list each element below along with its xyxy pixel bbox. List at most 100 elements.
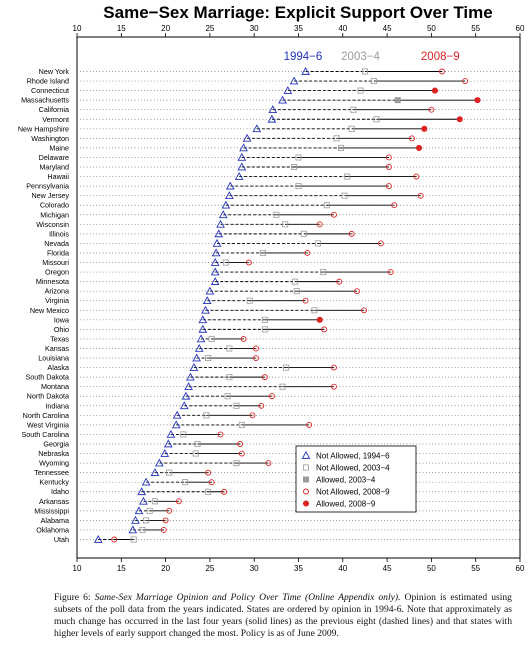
state-label: Hawaii — [47, 172, 69, 181]
marker-1994 — [278, 95, 287, 104]
marker-2008 — [439, 68, 445, 75]
marker-2008 — [462, 78, 469, 85]
state-row: Connecticut — [31, 86, 520, 95]
state-row: Montana — [41, 382, 520, 391]
marker-1994 — [225, 191, 234, 199]
state-row: Arkansas — [39, 496, 520, 506]
state-row: Texas — [50, 334, 520, 343]
figure-caption: Figure 6: Same-Sex Marriage Opinion and … — [54, 592, 512, 640]
marker-2003 — [323, 202, 330, 209]
marker-2008 — [160, 526, 167, 533]
marker-2003 — [208, 335, 215, 342]
bottom-tick-label: 55 — [471, 564, 480, 573]
legend-marker — [302, 476, 309, 483]
period-label: 2003−4 — [341, 51, 380, 63]
chart: Same−Sex Marriage: Explicit Support Over… — [18, 3, 525, 573]
state-row: Nebraska — [38, 449, 520, 458]
marker-1994 — [172, 410, 182, 419]
marker-2008 — [421, 125, 428, 132]
marker-2008 — [377, 240, 384, 247]
marker-2008 — [474, 97, 481, 104]
marker-2003 — [238, 421, 245, 428]
bottom-tick-label: 45 — [383, 564, 392, 573]
marker-2003 — [192, 450, 199, 457]
marker-2008 — [391, 202, 398, 209]
top-tick-label: 45 — [383, 24, 392, 33]
state-row: New Jersey — [31, 191, 520, 200]
marker-2008 — [162, 517, 169, 524]
state-row: Virginia — [45, 296, 520, 305]
state-row: Missouri — [42, 257, 520, 267]
state-row: New Hampshire — [18, 124, 520, 133]
state-row: Wyoming — [39, 458, 520, 468]
marker-1994 — [163, 439, 173, 448]
caption-label: Figure 6: — [54, 592, 91, 603]
marker-2008 — [237, 441, 243, 447]
state-row: Washington — [31, 133, 520, 143]
marker-2003 — [361, 68, 368, 75]
state-label: South Dakota — [25, 373, 69, 382]
marker-2008 — [205, 469, 212, 476]
top-tick-label: 40 — [338, 24, 347, 33]
state-row: Hawaii — [47, 172, 520, 181]
state-label: Minnesota — [36, 277, 69, 286]
state-row: Oregon — [45, 267, 520, 277]
marker-2008 — [166, 507, 173, 514]
marker-1994 — [134, 506, 144, 515]
marker-2008 — [330, 364, 337, 371]
state-label: Kentucky — [39, 478, 69, 487]
state-label: Pennsylvania — [26, 182, 69, 191]
legend-marker — [303, 488, 309, 495]
state-label: Wyoming — [39, 459, 69, 468]
state-label: Idaho — [51, 487, 69, 496]
marker-2008 — [302, 297, 309, 304]
marker-1994 — [239, 143, 248, 152]
marker-1994 — [139, 496, 148, 505]
marker-2003 — [338, 144, 345, 151]
state-row: Illinois — [49, 229, 520, 238]
state-row: Wisconsin — [36, 219, 520, 229]
marker-2003 — [282, 221, 289, 228]
marker-2003 — [320, 269, 327, 276]
marker-2008 — [268, 393, 275, 400]
marker-2008 — [316, 221, 323, 228]
marker-1994 — [234, 172, 244, 180]
state-row: Idaho — [51, 487, 520, 496]
state-row: North Carolina — [23, 410, 520, 420]
marker-2003 — [300, 230, 307, 237]
marker-2003 — [311, 307, 318, 314]
marker-2003 — [222, 259, 229, 266]
state-label: Alabama — [41, 516, 69, 525]
marker-2003 — [233, 402, 240, 409]
marker-2003 — [279, 383, 286, 390]
marker-2003 — [350, 106, 357, 113]
marker-2003 — [226, 374, 233, 381]
marker-1994 — [210, 277, 220, 285]
state-label: New York — [39, 67, 70, 76]
marker-2008 — [240, 335, 247, 342]
state-label: New Jersey — [31, 191, 69, 200]
marker-2003 — [139, 526, 146, 533]
marker-1994 — [252, 124, 262, 133]
state-label: Maryland — [39, 163, 69, 172]
legend-label: Not Allowed, 1994−6 — [316, 452, 390, 461]
marker-2003 — [180, 431, 187, 438]
marker-2008 — [249, 412, 256, 419]
state-label: Tennessee — [34, 468, 69, 477]
marker-2008 — [336, 278, 343, 285]
state-label: Oklahoma — [36, 525, 69, 534]
state-row: Alabama — [41, 515, 520, 525]
marker-2003 — [205, 355, 212, 362]
state-label: Indiana — [45, 401, 69, 410]
state-row: Oklahoma — [36, 525, 520, 534]
marker-2003 — [357, 87, 364, 94]
marker-1994 — [186, 372, 195, 381]
state-row: West Virginia — [27, 420, 520, 429]
marker-2003 — [205, 488, 212, 495]
marker-2003 — [293, 288, 300, 295]
legend: Not Allowed, 1994−6 Not Allowed, 2003−4 Al… — [295, 445, 417, 513]
marker-1994 — [221, 200, 231, 209]
state-label: Alaska — [47, 363, 69, 372]
marker-2008 — [385, 164, 392, 170]
marker-1994 — [189, 363, 199, 371]
